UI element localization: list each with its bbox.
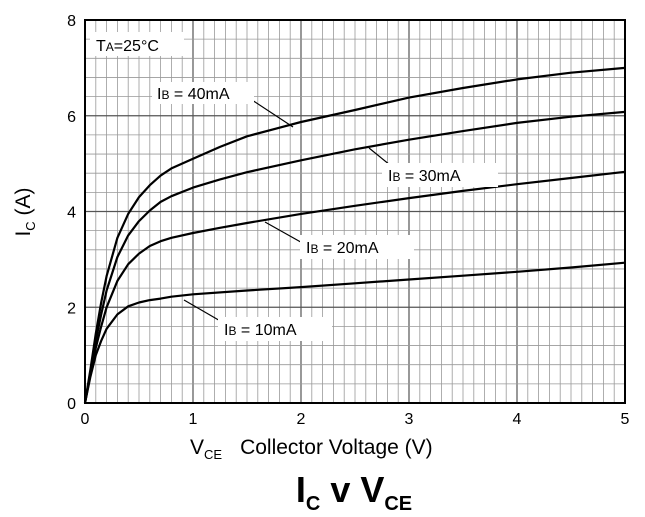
x-tick-label: 5 [621, 411, 630, 428]
x-tick-label: 3 [405, 411, 414, 428]
x-tick-label: 2 [297, 411, 306, 428]
chart-title: IC v VCE [296, 469, 412, 515]
series-label-30ma: IB = 30mA [388, 168, 461, 185]
y-tick-label: 4 [67, 205, 76, 222]
x-tick-label: 1 [189, 411, 198, 428]
series-line-2 [83, 170, 626, 404]
axis-ticks: 0 1 2 3 4 5 0 2 4 6 8 [67, 13, 629, 428]
x-tick-label: 0 [81, 411, 90, 428]
series-lines [83, 66, 626, 404]
series-line-4 [83, 66, 626, 404]
leader-30ma [368, 147, 391, 166]
series-labels: IB = 40mA IB = 30mA IB = 20mA IB = 10mA [152, 82, 498, 341]
leader-10ma [183, 299, 223, 323]
leader-40ma [251, 99, 294, 128]
leader-20ma [264, 221, 307, 246]
series-label-10ma: IB = 10mA [224, 322, 297, 339]
y-tick-label: 8 [67, 13, 76, 30]
y-tick-label: 6 [67, 109, 76, 126]
x-axis-label: VCE Collector Voltage (V) [190, 436, 433, 462]
condition-label: TA=25°C [90, 32, 184, 56]
series-label-20ma: IB = 20mA [306, 240, 379, 257]
plot-frame [84, 19, 626, 404]
svg-text:TA=25°C: TA=25°C [96, 38, 159, 55]
x-tick-label: 4 [513, 411, 522, 428]
series-line-3 [83, 110, 626, 404]
y-tick-label: 2 [67, 300, 76, 317]
series-label-40ma: IB = 40mA [157, 86, 230, 103]
grid [85, 20, 625, 403]
series-line-1 [83, 261, 626, 404]
y-axis-label: IC (A) [12, 187, 38, 236]
y-tick-label: 0 [67, 396, 76, 413]
